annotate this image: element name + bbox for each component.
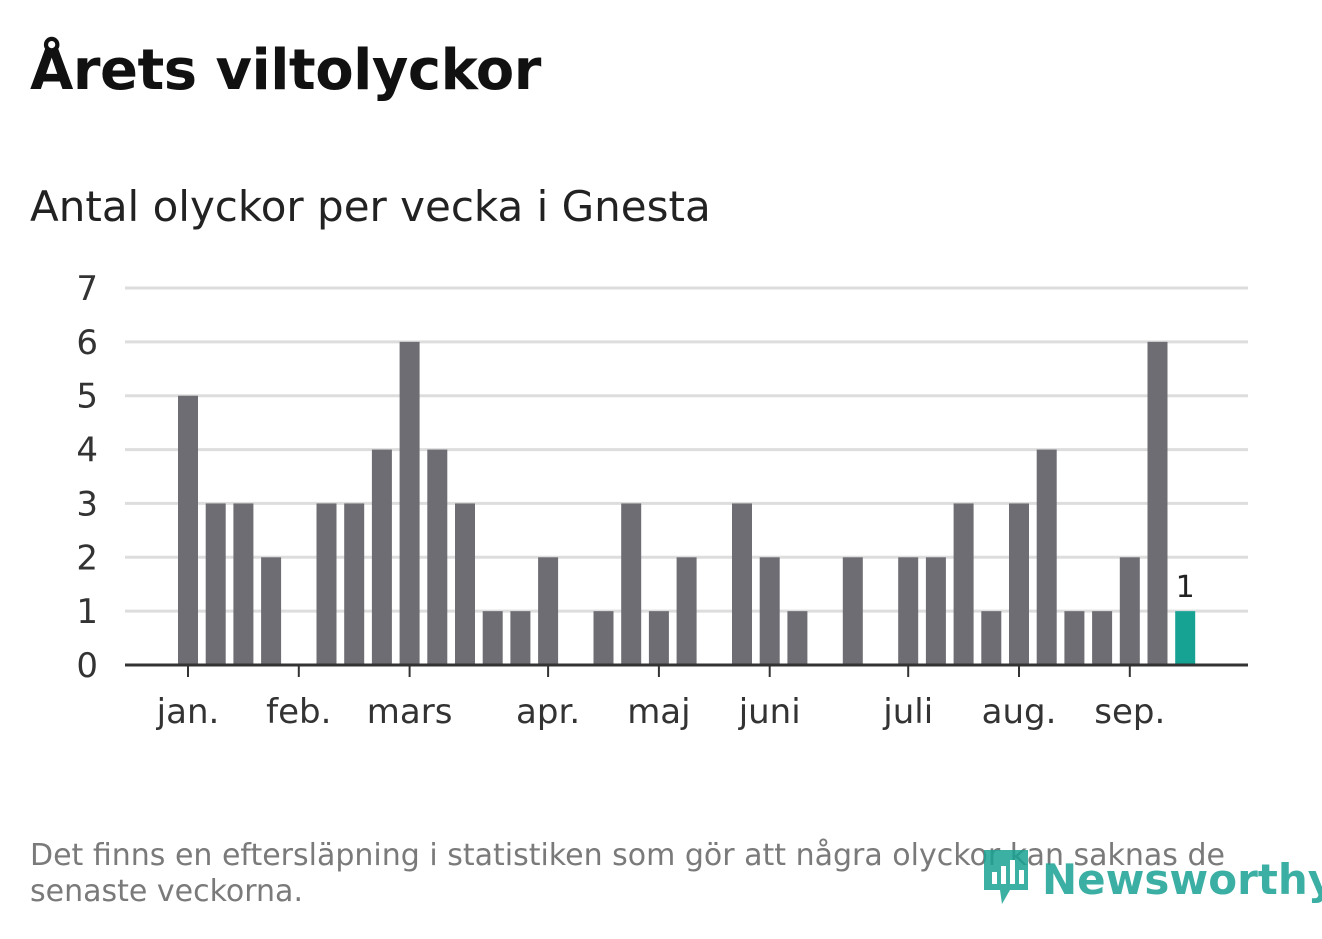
x-tick-label: jan. xyxy=(156,692,220,732)
x-tick-label: juni xyxy=(738,692,801,732)
x-tick-label: aug. xyxy=(982,692,1057,732)
bar xyxy=(233,503,254,665)
bar xyxy=(510,611,531,665)
x-tick-label: mars xyxy=(367,692,453,732)
chart-title: Årets viltolyckor xyxy=(30,38,541,103)
bar xyxy=(1036,449,1057,665)
bar-highlighted xyxy=(1175,611,1196,665)
brand-logo: Newsworthy xyxy=(980,846,1322,912)
bar xyxy=(1119,557,1140,665)
bar xyxy=(1009,503,1029,665)
bar xyxy=(925,557,946,665)
x-tick-label: maj xyxy=(627,692,690,732)
y-axis-ticks: 0 1 2 3 4 5 6 7 xyxy=(76,269,98,686)
bar xyxy=(482,611,503,665)
bar-data-label: 1 xyxy=(1176,570,1195,605)
bar xyxy=(399,341,420,665)
bar xyxy=(593,611,614,665)
bar xyxy=(178,395,198,665)
bar xyxy=(205,503,226,665)
chart-subtitle: Antal olyckor per vecka i Gnesta xyxy=(30,182,711,231)
x-axis-ticks: jan. feb. mars apr. maj juni juli aug. sep. xyxy=(156,665,1165,732)
bar xyxy=(261,557,282,665)
bar xyxy=(621,503,642,665)
bar xyxy=(538,557,559,665)
x-tick-label: sep. xyxy=(1094,692,1165,732)
bar xyxy=(1147,341,1168,665)
bar xyxy=(898,557,919,665)
bar xyxy=(676,557,697,665)
y-tick-label: 5 xyxy=(76,377,98,417)
bar xyxy=(1092,611,1113,665)
bar xyxy=(371,449,392,665)
bar xyxy=(981,611,1002,665)
x-tick-label: juli xyxy=(882,692,933,732)
bar xyxy=(787,611,808,665)
newsworthy-logo-icon xyxy=(980,846,1032,912)
bars: 1 xyxy=(178,341,1196,665)
y-tick-label: 3 xyxy=(76,484,98,524)
bar xyxy=(1064,611,1085,665)
bar xyxy=(953,503,974,665)
bar-chart: 0 1 2 3 4 5 6 7 1 jan. feb. mars apr. maj juni juli au… xyxy=(76,269,1248,732)
bar xyxy=(316,503,337,665)
y-tick-label: 0 xyxy=(76,646,98,686)
y-tick-label: 1 xyxy=(76,592,98,632)
y-tick-label: 7 xyxy=(76,269,98,309)
bar xyxy=(455,503,475,665)
grid-lines xyxy=(125,286,1248,613)
bar xyxy=(759,557,780,665)
bar xyxy=(648,611,669,665)
x-tick-label: apr. xyxy=(516,692,580,732)
y-tick-label: 2 xyxy=(76,538,98,578)
y-tick-label: 4 xyxy=(76,431,98,471)
bar xyxy=(427,449,448,665)
bar xyxy=(344,503,365,665)
y-tick-label: 6 xyxy=(76,323,98,363)
brand-name: Newsworthy xyxy=(1042,854,1322,904)
bar xyxy=(842,557,863,665)
bar xyxy=(732,503,752,665)
x-tick-label: feb. xyxy=(266,692,331,732)
